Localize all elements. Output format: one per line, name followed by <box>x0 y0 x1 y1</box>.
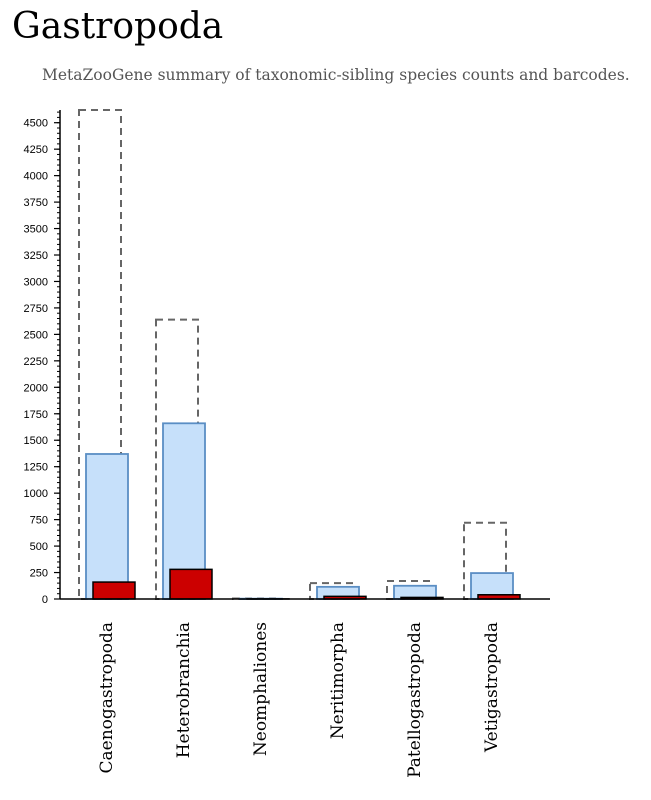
category-group <box>78 109 136 600</box>
y-tick-label: 4500 <box>24 118 48 130</box>
y-tick-label: 2250 <box>24 356 48 368</box>
barcode-bar <box>92 581 136 600</box>
y-tick-label: 1750 <box>24 409 48 421</box>
x-tick-label: Neritimorpha <box>328 622 348 739</box>
y-tick-label: 250 <box>30 568 48 580</box>
y-tick-label: 0 <box>42 594 48 606</box>
y-tick-label: 3000 <box>24 276 48 288</box>
y-tick-label: 4250 <box>24 144 48 156</box>
x-axis: Caenogastropoda Heterobranchia Neomphalion… <box>60 598 550 778</box>
category-group <box>386 580 444 600</box>
x-tick-label: Caenogastropoda <box>97 622 117 773</box>
y-axis: 0 250 500 750 1000 1250 1500 1750 2000 2250 2500 27… <box>24 110 61 606</box>
y-tick-label: 2000 <box>24 382 48 394</box>
y-tick-label: 750 <box>30 515 48 527</box>
page-title: Gastropoda <box>12 6 224 47</box>
page-subtitle: MetaZooGene summary of taxonomic-sibling… <box>42 66 630 84</box>
x-tick-label: Vetigastropoda <box>482 622 502 753</box>
x-tick-label: Heterobranchia <box>174 622 194 758</box>
y-tick-label: 2750 <box>24 303 48 315</box>
y-tick-label: 1250 <box>24 462 48 474</box>
barcode-bar <box>169 568 213 600</box>
y-tick-label: 1500 <box>24 435 48 447</box>
category-group <box>155 318 213 600</box>
y-tick-label: 4000 <box>24 171 48 183</box>
y-tick-label: 2500 <box>24 329 48 341</box>
category-group <box>309 582 367 600</box>
y-tick-label: 3750 <box>24 197 48 209</box>
x-tick-label: Neomphaliones <box>251 622 271 756</box>
y-tick-label: 1000 <box>24 488 48 500</box>
category-group <box>463 521 521 601</box>
species-bar <box>85 453 129 600</box>
y-tick-label: 3250 <box>24 250 48 262</box>
y-tick-label: 500 <box>30 541 48 553</box>
x-tick-label: Patellogastropoda <box>405 622 425 778</box>
total-outline-bar <box>463 521 507 601</box>
bars-layer <box>78 109 521 601</box>
y-tick-label: 3500 <box>24 224 48 236</box>
